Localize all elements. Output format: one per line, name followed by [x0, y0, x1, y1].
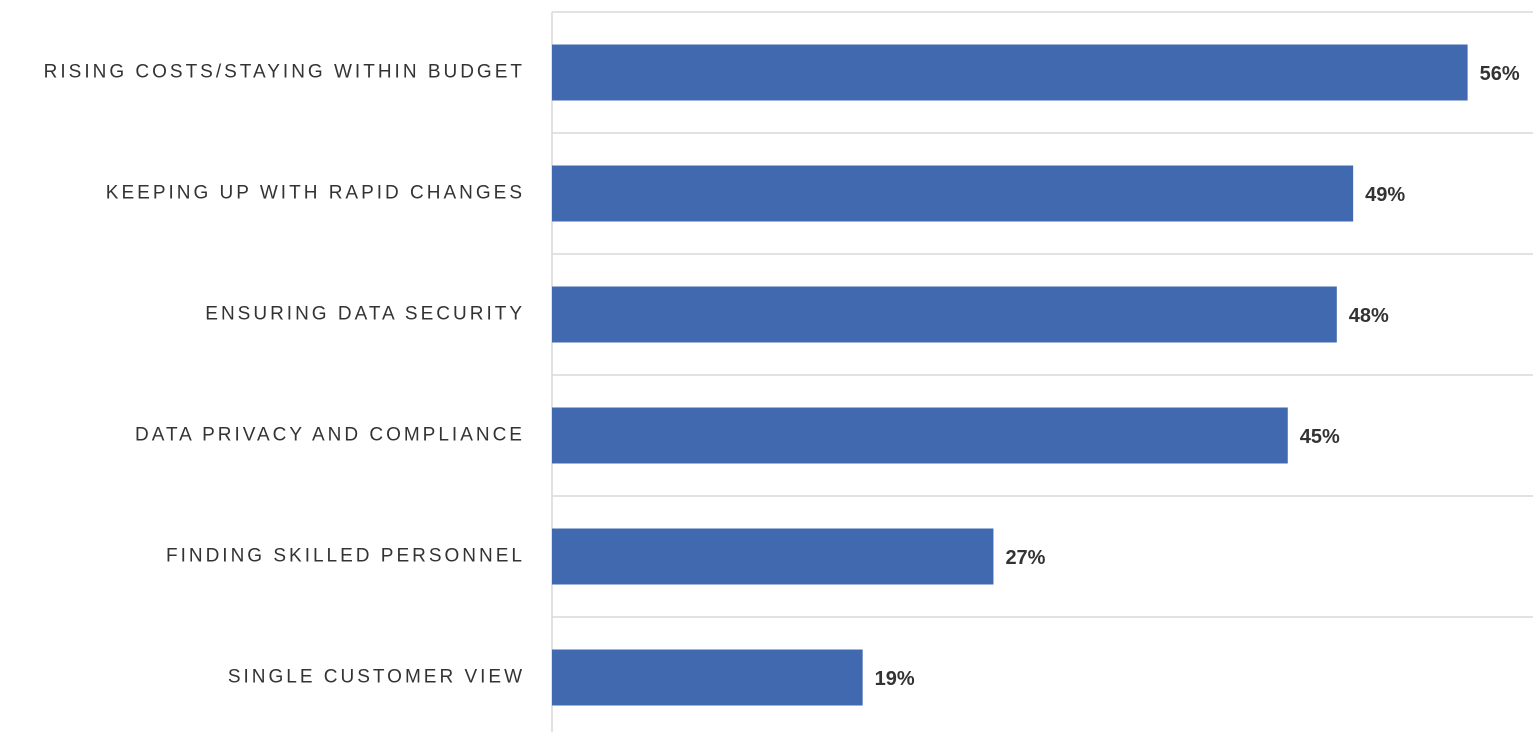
data-label: 19%	[875, 668, 915, 690]
data-label: 56%	[1480, 63, 1520, 85]
category-label: DATA PRIVACY AND COMPLIANCE	[135, 425, 525, 446]
category-label: FINDING SKILLED PERSONNEL	[166, 546, 525, 567]
bar	[552, 528, 994, 585]
bar	[552, 286, 1337, 343]
bar	[552, 649, 863, 706]
category-label: RISING COSTS/STAYING WITHIN BUDGET	[44, 62, 525, 83]
bar	[552, 407, 1288, 464]
bar	[552, 44, 1468, 101]
bar	[552, 165, 1354, 222]
data-label: 49%	[1365, 184, 1405, 206]
category-label: SINGLE CUSTOMER VIEW	[228, 667, 525, 688]
data-label: 45%	[1300, 426, 1340, 448]
data-label: 48%	[1349, 305, 1389, 327]
data-label: 27%	[1005, 547, 1045, 569]
category-label: ENSURING DATA SECURITY	[205, 304, 525, 325]
category-label: KEEPING UP WITH RAPID CHANGES	[106, 183, 525, 204]
